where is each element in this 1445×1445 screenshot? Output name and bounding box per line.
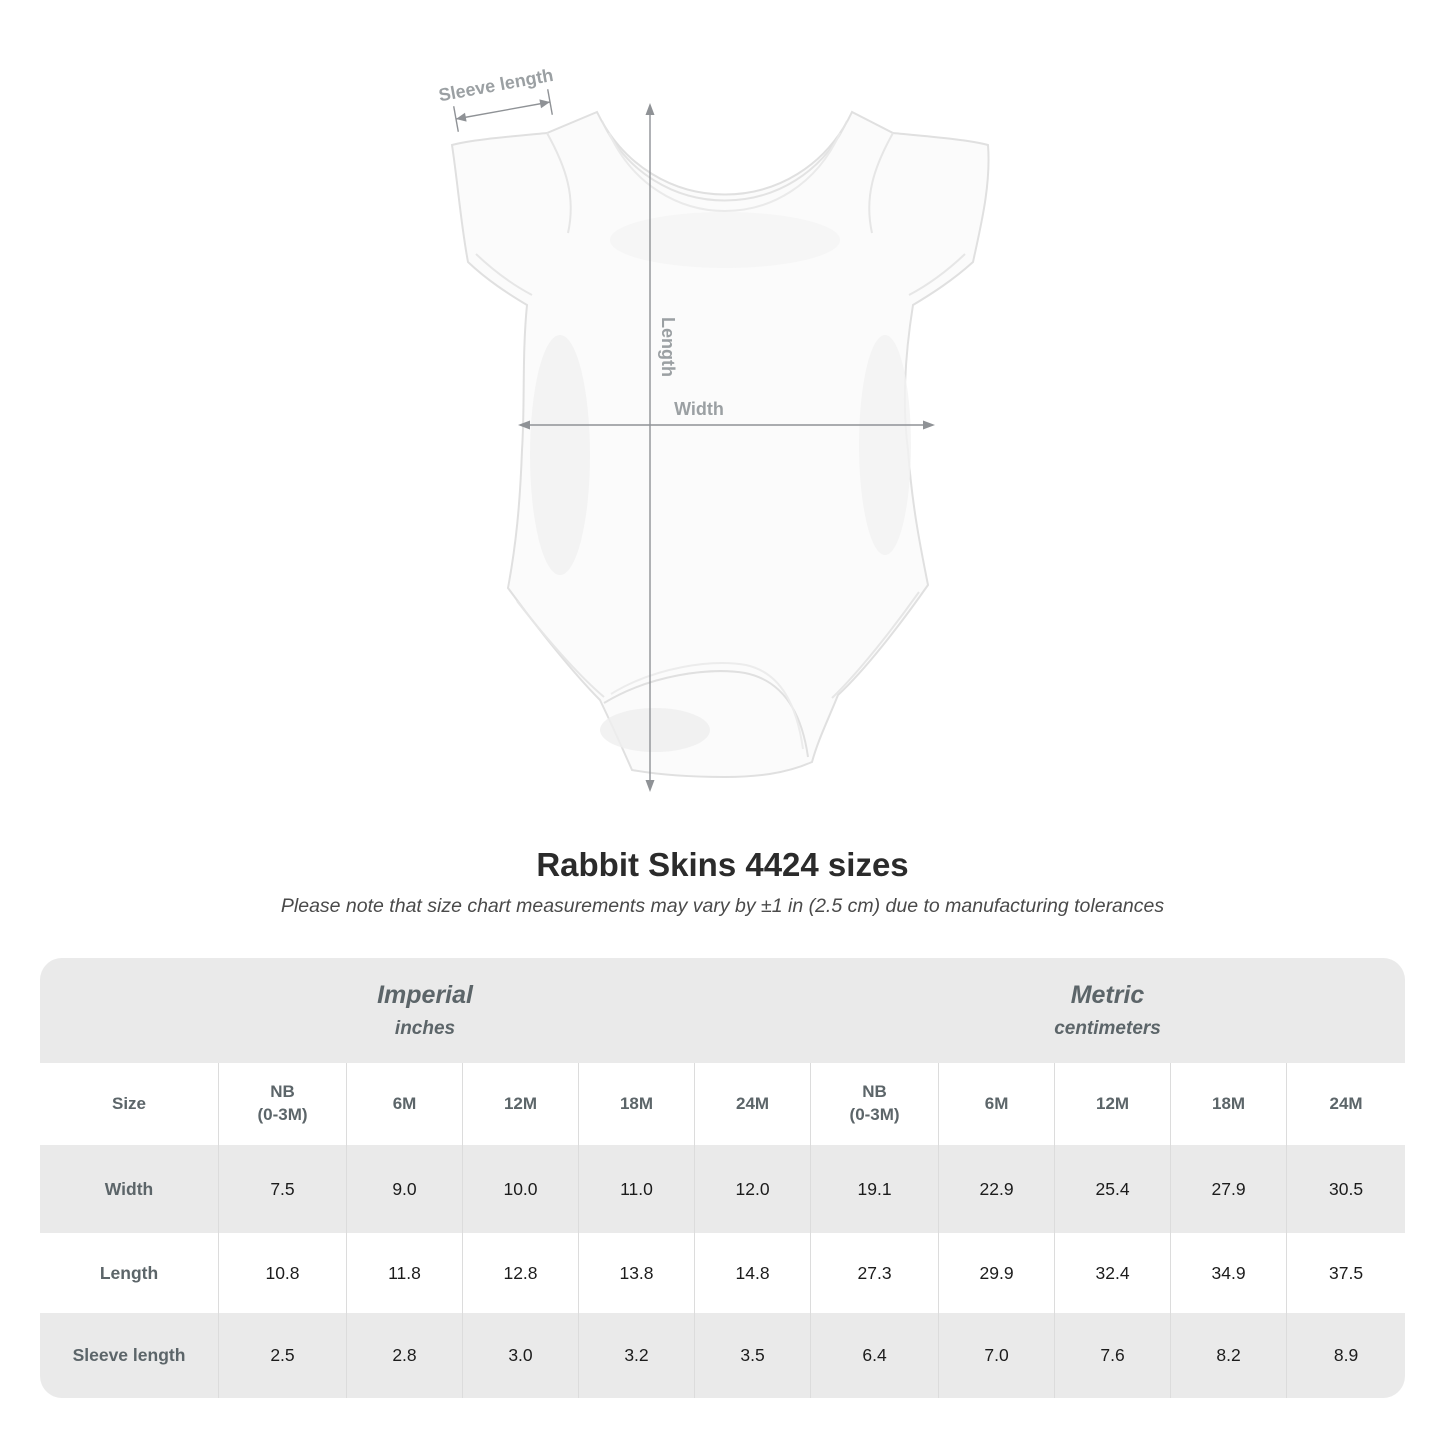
- col-header-imperial-nb: NB (0-3M): [218, 1063, 346, 1145]
- length-label: Length: [658, 317, 678, 377]
- imperial-label: Imperial: [377, 981, 473, 1009]
- table-row-width: Width 7.5 9.0 10.0 11.0 12.0 19.1 22.9 2…: [40, 1145, 1405, 1233]
- shading-crotch: [600, 708, 710, 752]
- metric-group-header: Metric centimeters: [810, 958, 1405, 1063]
- col-header-imperial-6m: 6M: [346, 1063, 462, 1145]
- value-cell: 12.0: [694, 1145, 810, 1233]
- size-header: Size: [111, 1093, 147, 1113]
- bodysuit-diagram: Length Width Sleeve length: [437, 65, 990, 792]
- neckline-binding-inner: [608, 132, 841, 212]
- shading-chest: [610, 212, 840, 268]
- value-cell: 7.6: [1054, 1313, 1170, 1398]
- sleeve-length-label: Sleeve length: [437, 65, 555, 105]
- page-title: Rabbit Skins 4424 sizes: [536, 846, 909, 883]
- bodysuit-illustration: [450, 110, 990, 779]
- imperial-group-header: Imperial inches: [40, 958, 811, 1063]
- value-cell: 27.9: [1170, 1145, 1286, 1233]
- table-row-sleeve-length: Sleeve length 2.5 2.8 3.0 3.2 3.5 6.4 7.…: [40, 1313, 1405, 1398]
- value-cell: 3.5: [694, 1313, 810, 1398]
- value-cell: 9.0: [346, 1145, 462, 1233]
- col-header-metric-6m: 6M: [938, 1063, 1054, 1145]
- arrowhead-right: [923, 420, 935, 430]
- value-cell: 8.2: [1170, 1313, 1286, 1398]
- col-header-metric-nb: NB (0-3M): [810, 1063, 938, 1145]
- row-label-width: Width: [104, 1178, 154, 1199]
- arrowhead-sleeve-left: [456, 112, 467, 122]
- shading-left-torso: [530, 335, 590, 575]
- value-cell: 30.5: [1286, 1145, 1405, 1233]
- size-table: Imperial inches Metric centimeters Size …: [40, 958, 1405, 1398]
- arrowhead-sleeve-right: [539, 99, 550, 109]
- sleeve-dimension-line: [453, 89, 553, 132]
- value-cell: 7.0: [938, 1313, 1054, 1398]
- value-cell: 32.4: [1054, 1233, 1170, 1313]
- metric-label: Metric: [1070, 981, 1145, 1009]
- metric-sublabel: centimeters: [1054, 1018, 1161, 1040]
- value-cell: 7.5: [218, 1145, 346, 1233]
- shading-right-torso: [859, 335, 911, 555]
- table-row-length: Length 10.8 11.8 12.8 13.8 14.8 27.3 29.…: [40, 1233, 1405, 1313]
- value-cell: 3.0: [462, 1313, 578, 1398]
- col-header-imperial-12m: 12M: [462, 1063, 578, 1145]
- value-cell: 11.8: [346, 1233, 462, 1313]
- column-header-row: Size NB (0-3M) 6M 12M 18M 24M NB (0-3M) …: [40, 1063, 1405, 1145]
- value-cell: 22.9: [938, 1145, 1054, 1233]
- sleeve-hem-left: [475, 253, 533, 296]
- arrowhead-up: [645, 103, 655, 115]
- value-cell: 19.1: [810, 1145, 938, 1233]
- shoulder-fold-right: [868, 132, 894, 234]
- neckline-binding: [601, 120, 848, 202]
- crotch-flap-edge: [603, 670, 809, 758]
- col-header-imperial-24m: 24M: [694, 1063, 810, 1145]
- arrowhead-left: [518, 420, 530, 430]
- col-header-metric-12m: 12M: [1054, 1063, 1170, 1145]
- leg-binding-left: [516, 600, 605, 698]
- row-label-length: Length: [99, 1262, 159, 1283]
- crotch-flap-binding: [610, 662, 804, 750]
- arrowhead-down: [645, 780, 655, 792]
- col-header-imperial-18m: 18M: [578, 1063, 694, 1145]
- unit-group-row: Imperial inches Metric centimeters: [40, 958, 1405, 1063]
- value-cell: 27.3: [810, 1233, 938, 1313]
- width-dimension-line: [518, 420, 935, 430]
- value-cell: 3.2: [578, 1313, 694, 1398]
- value-cell: 14.8: [694, 1233, 810, 1313]
- value-cell: 11.0: [578, 1145, 694, 1233]
- value-cell: 8.9: [1286, 1313, 1405, 1398]
- col-header-metric-18m: 18M: [1170, 1063, 1286, 1145]
- imperial-sublabel: inches: [394, 1018, 456, 1040]
- value-cell: 13.8: [578, 1233, 694, 1313]
- value-cell: 6.4: [810, 1313, 938, 1398]
- value-cell: 2.5: [218, 1313, 346, 1398]
- value-cell: 25.4: [1054, 1145, 1170, 1233]
- sleeve-hem-right: [908, 253, 966, 296]
- col-header-metric-24m: 24M: [1286, 1063, 1405, 1145]
- leg-binding-right: [831, 591, 920, 699]
- page-subtitle: Please note that size chart measurements…: [280, 894, 1165, 917]
- value-cell: 10.0: [462, 1145, 578, 1233]
- value-cell: 12.8: [462, 1233, 578, 1313]
- value-cell: 2.8: [346, 1313, 462, 1398]
- bodysuit-body: [450, 110, 990, 779]
- value-cell: 34.9: [1170, 1233, 1286, 1313]
- value-cell: 37.5: [1286, 1233, 1405, 1313]
- value-cell: 29.9: [938, 1233, 1054, 1313]
- length-dimension-line: [645, 103, 655, 792]
- title-block: Rabbit Skins 4424 sizes Please note that…: [0, 845, 1445, 918]
- row-label-sleeve-length: Sleeve length: [72, 1345, 186, 1365]
- value-cell: 10.8: [218, 1233, 346, 1313]
- shoulder-fold-left: [546, 132, 572, 234]
- width-label: Width: [674, 399, 724, 419]
- size-table-container: Imperial inches Metric centimeters Size …: [40, 958, 1405, 1398]
